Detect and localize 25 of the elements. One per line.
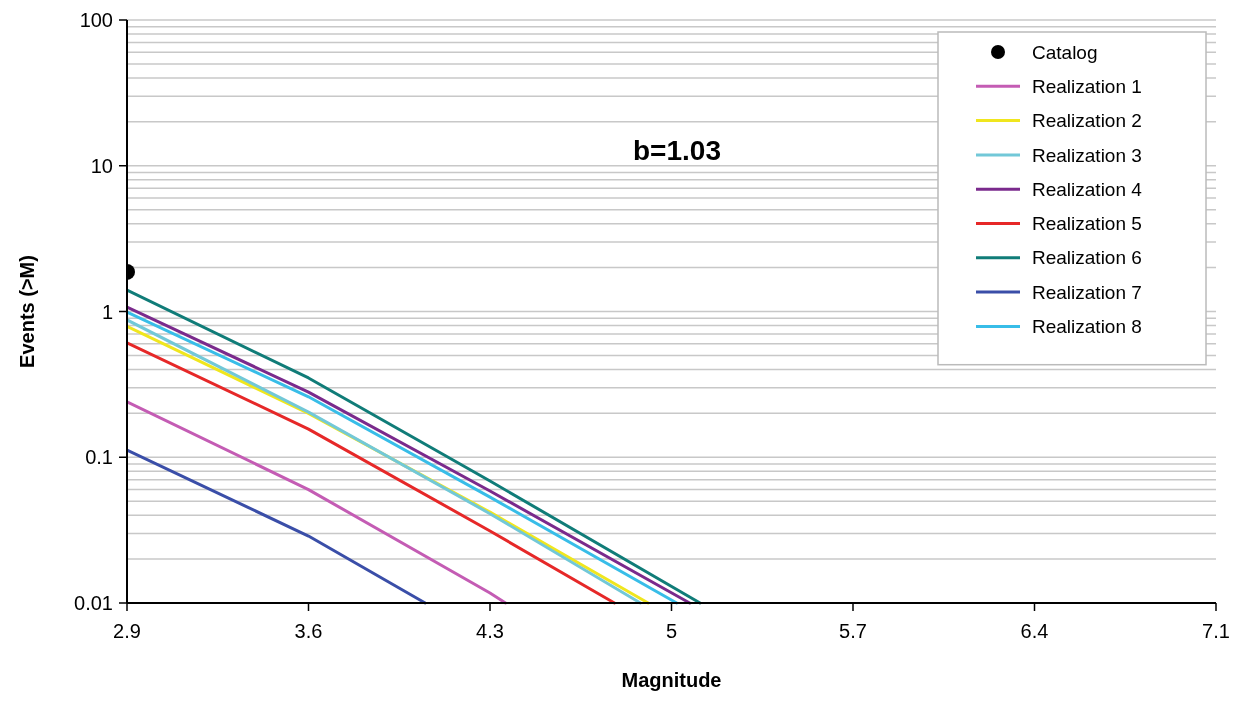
- legend-label: Realization 1: [1032, 75, 1142, 97]
- annotation: b=1.03: [633, 135, 721, 166]
- x-tick-label: 2.9: [113, 620, 141, 642]
- legend-label: Realization 4: [1032, 178, 1143, 200]
- x-tick-label: 5.7: [839, 620, 867, 642]
- legend-label: Realization 7: [1032, 281, 1142, 303]
- y-axis-title: Events (>M): [16, 255, 38, 368]
- y-tick-label: 10: [90, 154, 113, 177]
- y-tick-label: 1: [101, 300, 113, 323]
- x-tick-label: 7.1: [1202, 620, 1230, 642]
- legend-label: Realization 3: [1032, 144, 1142, 166]
- y-tick-label: 0.1: [85, 446, 113, 469]
- x-tick-label: 4.3: [476, 620, 504, 642]
- legend-label: Realization 5: [1032, 213, 1142, 235]
- x-tick-label: 5: [665, 620, 678, 642]
- x-axis-title: Magnitude: [621, 669, 722, 691]
- legend-label: Realization 6: [1032, 247, 1142, 269]
- x-tick-label: 3.6: [294, 620, 323, 642]
- y-tick-label: 100: [79, 9, 113, 31]
- y-tick-label: 0.01: [74, 592, 113, 614]
- legend-label: Realization 8: [1032, 316, 1142, 338]
- legend-label: Catalog: [1032, 41, 1098, 63]
- line-series: [127, 400, 508, 605]
- legend-label: Realization 2: [1032, 110, 1142, 132]
- x-tick-label: 6.4: [1020, 620, 1049, 642]
